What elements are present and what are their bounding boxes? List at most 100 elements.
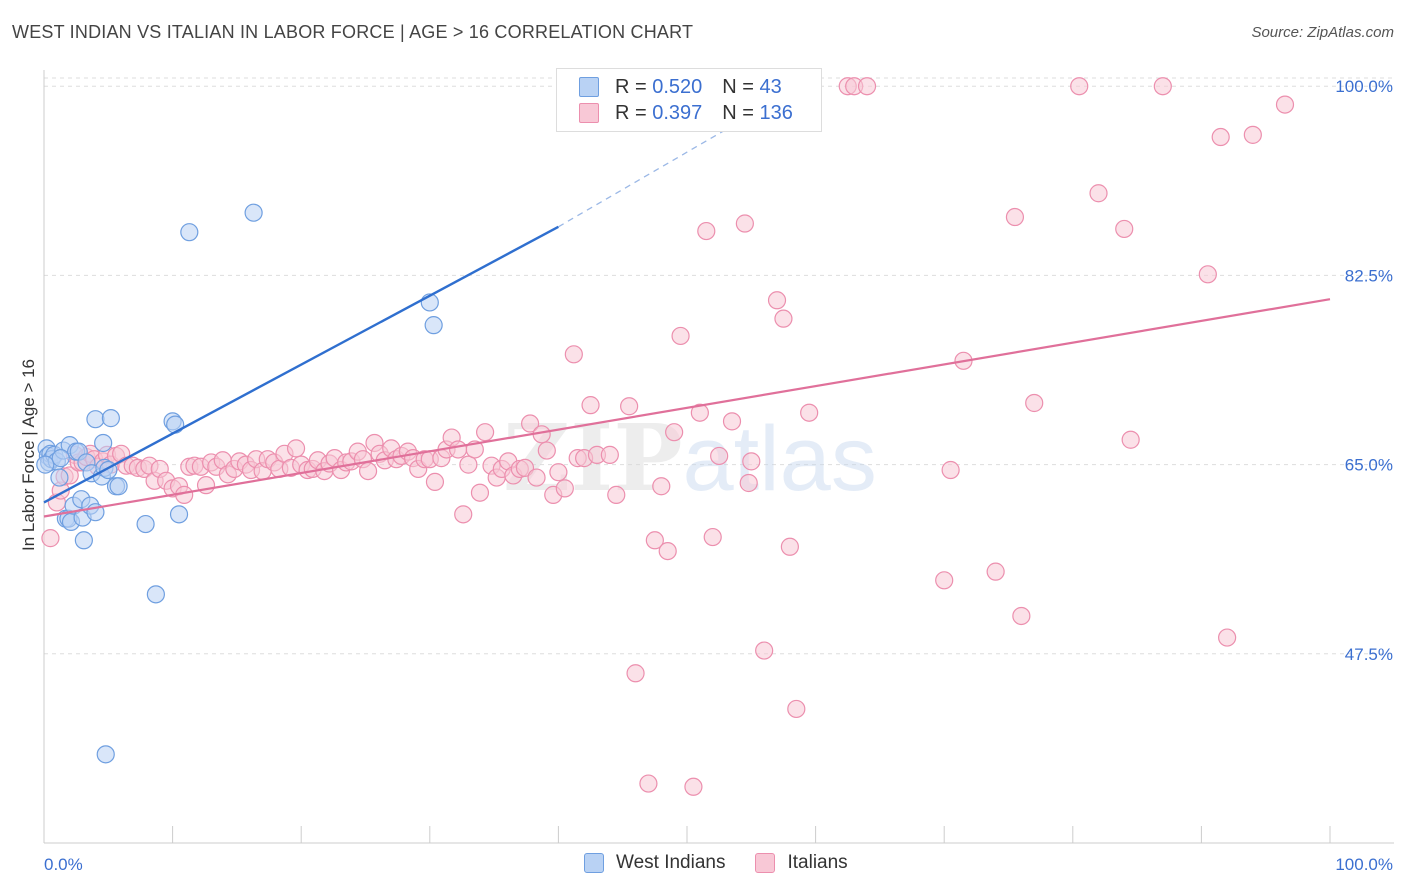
legend-swatch-italians: [579, 103, 599, 123]
italians-point: [767, 291, 787, 310]
italians-point: [742, 452, 761, 471]
italians-point: [787, 699, 806, 719]
legend-swatch-west-indians: [584, 853, 604, 873]
italians-point: [607, 485, 626, 504]
italians-point: [774, 309, 793, 328]
gridlines: [44, 77, 1394, 655]
italians-point: [470, 483, 490, 502]
italians-point: [1275, 95, 1295, 114]
legend-swatch-west-indians: [579, 77, 599, 97]
legend-n-label: N =: [722, 75, 754, 98]
italians-point: [1025, 393, 1044, 413]
italians-point: [671, 326, 690, 346]
italians-point: [564, 345, 583, 364]
italians-point: [555, 479, 574, 498]
italians-point: [41, 529, 60, 548]
west-indians-point: [101, 409, 120, 428]
west-indians-point: [109, 477, 128, 496]
west-indians-point: [146, 585, 165, 604]
italians-point: [658, 541, 677, 561]
italians-point: [475, 423, 495, 442]
italians-point: [1089, 184, 1108, 203]
y-tick-label: 65.0%: [1345, 456, 1393, 475]
legend-r-label: R =: [615, 75, 647, 98]
italians-point: [454, 505, 473, 524]
italians-point: [735, 214, 754, 233]
legend-r-value: 0.520: [652, 75, 703, 98]
legend-r-label: R =: [615, 101, 647, 124]
west-indians-point: [136, 514, 155, 534]
chart-title: WEST INDIAN VS ITALIAN IN LABOR FORCE | …: [12, 22, 694, 42]
x-tick-label-max: 100.0%: [1335, 855, 1393, 874]
west-indians-point: [51, 449, 70, 468]
italians-point: [1198, 265, 1217, 284]
italians-point: [941, 460, 960, 480]
italians-point: [780, 537, 799, 556]
x-tick-label-min: 0.0%: [44, 855, 83, 874]
italians-point: [1153, 77, 1172, 96]
italians-point: [935, 571, 954, 590]
italians-point: [1211, 127, 1230, 147]
italians-point: [515, 458, 535, 477]
italians-point: [600, 445, 619, 464]
italians-point: [1121, 430, 1140, 449]
source-credit: Source: ZipAtlas.com: [1251, 24, 1394, 41]
italians-point: [1218, 628, 1237, 647]
legend-label-west-indians: West Indians: [616, 852, 726, 873]
west-indians-point: [96, 745, 115, 764]
italians-point: [986, 562, 1005, 581]
italians-point: [639, 774, 658, 793]
italians-point: [800, 403, 819, 422]
legend-label-italians: Italians: [787, 852, 848, 873]
y-tick-label: 100.0%: [1335, 77, 1393, 96]
west-indians-point: [74, 531, 93, 550]
italians-point: [626, 664, 645, 683]
correlation-legend: R = 0.520 N = 43 R = 0.397 N = 136: [556, 68, 822, 132]
italians-point: [652, 477, 671, 496]
italians-point: [697, 221, 716, 241]
legend-n-value: 136: [759, 101, 793, 124]
italians-point: [1115, 219, 1134, 239]
tick-labels: 47.5% 65.0% 82.5% 100.0% 0.0% 100.0%: [44, 77, 1393, 874]
y-tick-label: 82.5%: [1345, 266, 1393, 285]
italians-point: [703, 527, 722, 547]
italians-point: [459, 455, 478, 474]
legend-r-value: 0.397: [652, 101, 703, 124]
italians-point: [665, 423, 684, 442]
west-indians-point: [169, 505, 189, 524]
italians-point: [521, 414, 540, 433]
italians-point: [549, 463, 568, 482]
italians-point: [755, 641, 774, 660]
west-indians-point: [180, 223, 199, 242]
italians-point: [857, 77, 877, 96]
italians-point: [537, 441, 556, 460]
italians-point: [1012, 606, 1031, 626]
west-indians-point: [50, 468, 69, 487]
italians-trend-line: [43, 298, 1331, 518]
italians-point: [1243, 125, 1262, 144]
italians-point: [1070, 77, 1089, 96]
italians-point: [286, 439, 306, 458]
italians-point: [684, 777, 703, 796]
legend-swatch-italians: [755, 853, 776, 873]
italians-point: [358, 461, 378, 481]
italians-point: [690, 403, 709, 422]
italians-point: [425, 472, 445, 492]
italians-point: [527, 468, 546, 487]
italians-point: [1005, 207, 1025, 227]
italians-point: [645, 531, 664, 550]
italians-point: [620, 397, 639, 416]
series-legend: West Indians Italians: [584, 852, 878, 874]
west-indians-point: [166, 415, 185, 434]
legend-item-italians[interactable]: Italians: [755, 852, 848, 874]
west-indians-point: [424, 316, 443, 335]
legend-n-value: 43: [759, 75, 782, 98]
west-indians-point: [244, 203, 263, 222]
west-indians-point: [94, 433, 113, 453]
west-indians-point: [86, 410, 105, 429]
y-axis-label: In Labor Force | Age > 16: [19, 359, 38, 551]
legend-row-west-indians: R = 0.520 N = 43: [579, 74, 782, 100]
legend-item-west-indians[interactable]: West Indians: [584, 852, 725, 874]
italians-point: [448, 440, 468, 459]
